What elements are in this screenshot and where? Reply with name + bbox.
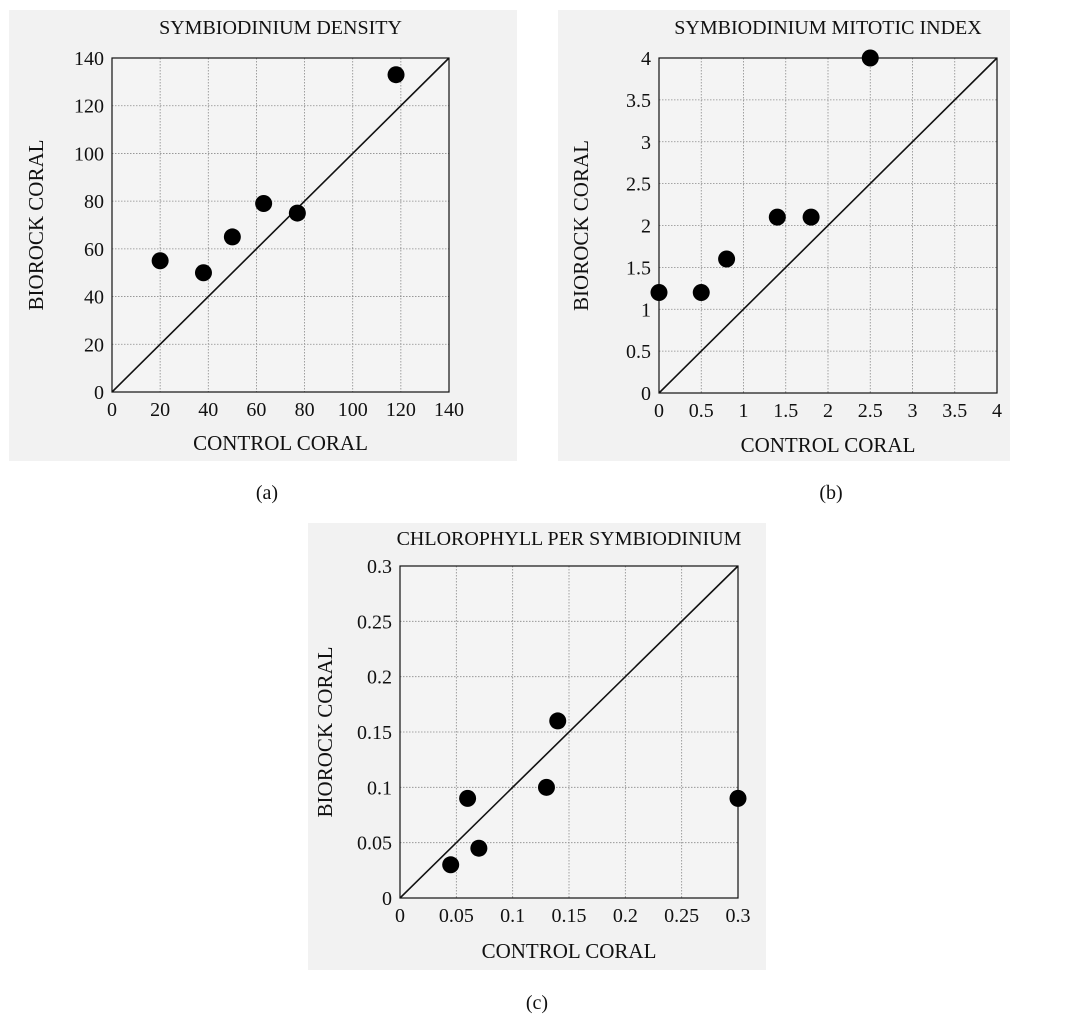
y-tick-label: 0.25: [357, 611, 392, 633]
y-tick-label: 0.3: [367, 556, 392, 578]
y-axis-label: BIOROCK CORAL: [313, 647, 337, 818]
data-point: [718, 250, 736, 268]
caption-b: (b): [819, 482, 843, 504]
data-point: [802, 208, 820, 226]
x-tick-label: 40: [198, 399, 218, 421]
y-tick-label: 140: [74, 48, 104, 70]
y-tick-label: 1: [641, 299, 651, 321]
chart-panel-c: 0 0.05 0.1 0.15 0.2 0.25 0.3 0 0.05 0.1 0.15 0.2 0.2…: [308, 523, 766, 970]
x-tick-label: 3.5: [942, 400, 967, 422]
x-tick-label: 0.1: [500, 905, 525, 927]
y-tick-label: 0: [382, 888, 392, 910]
y-tick-label: 0.15: [357, 722, 392, 744]
data-point: [442, 856, 460, 874]
data-point: [692, 284, 710, 301]
chart-panel-b: 0 0.5 1 1.5 2 2.5 3 3.5 4 0 0.5 1 1.5 2 2.5 3 3.5 4 SYMBIO…: [558, 10, 1010, 461]
y-tick-label: 1.5: [626, 257, 651, 279]
data-point: [288, 204, 306, 222]
x-tick-label: 4: [992, 400, 1002, 422]
x-tick-label: 0.3: [726, 905, 751, 927]
data-point: [194, 264, 212, 282]
x-tick-label: 0: [654, 400, 664, 422]
y-tick-label: 100: [74, 143, 104, 165]
x-tick-label: 80: [295, 399, 315, 421]
x-tick-label: 2.5: [858, 400, 883, 422]
y-axis-label: BIOROCK CORAL: [569, 140, 593, 311]
x-tick-label: 0: [107, 399, 117, 421]
y-tick-label: 120: [74, 96, 104, 118]
x-axis-label: CONTROL CORAL: [741, 433, 916, 457]
x-tick-label: 1: [739, 400, 749, 422]
x-tick-label: 0.2: [613, 905, 638, 927]
x-tick-label: 120: [386, 399, 416, 421]
data-point: [549, 712, 567, 730]
y-axis-label: BIOROCK CORAL: [24, 140, 48, 311]
x-axis-label: CONTROL CORAL: [193, 431, 368, 455]
data-point: [537, 778, 555, 796]
chart-panel-a: 0 20 40 60 80 100 120 140 0 20 40 60 80 100 120 140 SYMB…: [9, 10, 517, 461]
y-tick-label: 3: [641, 132, 651, 154]
y-tick-label: 0.2: [367, 667, 392, 689]
y-tick-label: 40: [84, 287, 104, 309]
x-tick-label: 1.5: [773, 400, 798, 422]
y-tick-label: 80: [84, 191, 104, 213]
reference-line: [399, 565, 739, 899]
x-tick-label: 140: [434, 399, 464, 421]
x-tick-label: 100: [338, 399, 368, 421]
x-tick-label: 0: [395, 905, 405, 927]
y-tick-label: 4: [641, 48, 651, 70]
data-point: [768, 208, 786, 226]
data-point: [729, 789, 747, 807]
chart-title: SYMBIODINIUM DENSITY: [159, 17, 402, 39]
chart-title: CHLOROPHYLL PER SYMBIODINIUM: [397, 528, 742, 550]
reference-line: [111, 57, 450, 393]
plot-frame: [399, 565, 739, 899]
caption-a: (a): [255, 482, 279, 504]
data-point: [151, 252, 169, 270]
chart-b: 0 0.5 1 1.5 2 2.5 3 3.5 4 0 0.5 1 1.5 2 2.5 3 3.5 4 SYMBIO…: [569, 17, 1002, 457]
x-tick-label: 60: [246, 399, 266, 421]
x-tick-label: 0.25: [664, 905, 699, 927]
y-tick-label: 2.5: [626, 174, 651, 196]
y-tick-label: 2: [641, 216, 651, 238]
x-tick-label: 0.5: [689, 400, 714, 422]
chart-c: 0 0.05 0.1 0.15 0.2 0.25 0.3 0 0.05 0.1 0.15 0.2 0.2…: [313, 528, 751, 963]
x-tick-label: 0.05: [439, 905, 474, 927]
chart-title: SYMBIODINIUM MITOTIC INDEX: [674, 17, 982, 39]
x-tick-label: 20: [150, 399, 170, 421]
x-tick-label: 3: [908, 400, 918, 422]
plot-frame: [658, 57, 998, 394]
y-tick-label: 0: [641, 383, 651, 405]
x-tick-label: 0.15: [552, 905, 587, 927]
x-axis-label: CONTROL CORAL: [482, 939, 657, 963]
data-point: [459, 789, 477, 807]
caption-c: (c): [525, 992, 549, 1014]
x-tick-label: 2: [823, 400, 833, 422]
data-point: [387, 66, 405, 84]
y-tick-label: 0: [94, 382, 104, 404]
y-tick-label: 20: [84, 334, 104, 356]
y-tick-label: 0.5: [626, 341, 651, 363]
data-point: [650, 284, 668, 301]
y-tick-label: 0.05: [357, 833, 392, 855]
chart-a: 0 20 40 60 80 100 120 140 0 20 40 60 80 100 120 140 SYMB…: [24, 17, 464, 455]
data-point: [470, 839, 488, 857]
data-point: [223, 228, 241, 246]
plot-frame: [111, 57, 450, 393]
data-point: [861, 49, 879, 67]
y-tick-label: 60: [84, 239, 104, 261]
reference-line: [658, 57, 998, 394]
y-tick-label: 0.1: [367, 777, 392, 799]
y-tick-label: 3.5: [626, 90, 651, 112]
data-point: [255, 195, 273, 213]
